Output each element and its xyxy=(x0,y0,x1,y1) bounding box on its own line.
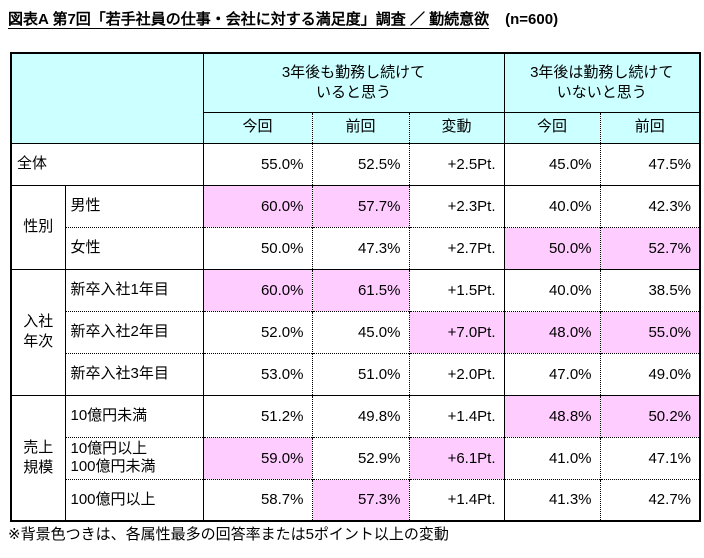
value-cell: 40.0% xyxy=(503,184,601,227)
subheader-change: 変動 xyxy=(408,111,505,143)
value-cell: 41.3% xyxy=(503,478,601,521)
table-row-year2: 新卒入社2年目 52.0% 45.0% +7.0Pt. 48.0% 55.0% xyxy=(11,310,701,353)
value-cell: 58.7% xyxy=(202,478,312,521)
page-title-text: 図表A 第7回「若手社員の仕事・会社に対する満足度」調査 ／ 勤続意欲 xyxy=(8,11,490,28)
value-cell: 55.0% xyxy=(599,310,701,353)
table-row-total: 全体 55.0% 52.5% +2.5Pt. 45.0% 47.5% xyxy=(11,142,701,185)
value-cell: +1.4Pt. xyxy=(408,394,505,437)
row-label: 100億円以上 xyxy=(64,478,203,521)
value-cell: 38.5% xyxy=(599,268,701,311)
value-cell: 59.0% xyxy=(202,436,312,479)
value-cell: 49.0% xyxy=(599,352,701,395)
row-label: 全体 xyxy=(11,142,203,185)
value-cell: 61.5% xyxy=(311,268,409,311)
value-cell: 52.9% xyxy=(311,436,409,479)
header-group-leave: 3年後は勤務し続けて いないと思う xyxy=(503,53,701,112)
value-cell: 52.7% xyxy=(599,226,701,269)
value-cell: +2.0Pt. xyxy=(408,352,505,395)
value-cell: 51.2% xyxy=(202,394,312,437)
value-cell: 55.0% xyxy=(202,142,312,185)
header-sub-row: 今回 前回 変動 今回 前回 xyxy=(11,111,701,143)
table-row-rev-large: 100億円以上 58.7% 57.3% +1.4Pt. 41.3% 42.7% xyxy=(11,478,701,521)
table-row-rev-mid: 10億円以上 100億円未満 59.0% 52.9% +6.1Pt. 41.0%… xyxy=(11,436,701,479)
row-label: 10億円以上 100億円未満 xyxy=(64,436,203,479)
value-cell: 60.0% xyxy=(202,184,312,227)
corner-cell xyxy=(11,53,203,143)
value-cell: 48.0% xyxy=(503,310,601,353)
value-cell: 49.8% xyxy=(311,394,409,437)
value-cell: 47.3% xyxy=(311,226,409,269)
subheader-previous-1: 前回 xyxy=(311,111,409,143)
page-title: 図表A 第7回「若手社員の仕事・会社に対する満足度」調査 ／ 勤続意欲 (n=60… xyxy=(8,8,558,29)
group-label-tenure: 入社 年次 xyxy=(11,268,65,395)
table-row-female: 女性 50.0% 47.3% +2.7Pt. 50.0% 52.7% xyxy=(11,226,701,269)
value-cell: 52.5% xyxy=(311,142,409,185)
header-group-retain: 3年後も勤務し続けて いると思う xyxy=(202,53,505,112)
group-label-gender: 性別 xyxy=(11,184,65,269)
value-cell: +1.4Pt. xyxy=(408,478,505,521)
value-cell: 53.0% xyxy=(202,352,312,395)
row-label: 新卒入社3年目 xyxy=(64,352,203,395)
table-row-male: 性別 男性 60.0% 57.7% +2.3Pt. 40.0% 42.3% xyxy=(11,184,701,269)
value-cell: +6.1Pt. xyxy=(408,436,505,479)
row-label: 女性 xyxy=(64,226,203,269)
table-row-year3: 新卒入社3年目 53.0% 51.0% +2.0Pt. 47.0% 49.0% xyxy=(11,352,701,395)
table-row-rev-small: 売上 規模 10億円未満 51.2% 49.8% +1.4Pt. 48.8% 5… xyxy=(11,394,701,521)
value-cell: 41.0% xyxy=(503,436,601,479)
survey-table: 3年後も勤務し続けて いると思う 3年後は勤務し続けて いないと思う 今回 前回… xyxy=(10,52,702,522)
subheader-previous-2: 前回 xyxy=(599,111,701,143)
value-cell: 51.0% xyxy=(311,352,409,395)
value-cell: 47.0% xyxy=(503,352,601,395)
value-cell: 50.0% xyxy=(503,226,601,269)
table-row-year1: 入社 年次 新卒入社1年目 60.0% 61.5% +1.5Pt. 40.0% … xyxy=(11,268,701,395)
row-label: 男性 xyxy=(64,184,203,227)
value-cell: +1.5Pt. xyxy=(408,268,505,311)
group-label-revenue: 売上 規模 xyxy=(11,394,65,521)
value-cell: +7.0Pt. xyxy=(408,310,505,353)
value-cell: 52.0% xyxy=(202,310,312,353)
value-cell: 47.5% xyxy=(599,142,701,185)
value-cell: +2.7Pt. xyxy=(408,226,505,269)
value-cell: 48.8% xyxy=(503,394,601,437)
row-label: 新卒入社2年目 xyxy=(64,310,203,353)
value-cell: 57.7% xyxy=(311,184,409,227)
row-label: 10億円未満 xyxy=(64,394,203,437)
value-cell: 42.3% xyxy=(599,184,701,227)
value-cell: 42.7% xyxy=(599,478,701,521)
value-cell: 40.0% xyxy=(503,268,601,311)
value-cell: 50.2% xyxy=(599,394,701,437)
subheader-current-1: 今回 xyxy=(202,111,312,143)
value-cell: +2.3Pt. xyxy=(408,184,505,227)
footnote: ※背景色つきは、各属性最多の回答率または5ポイント以上の変動 xyxy=(8,526,449,543)
subheader-current-2: 今回 xyxy=(503,111,601,143)
header-group-row: 3年後も勤務し続けて いると思う 3年後は勤務し続けて いないと思う xyxy=(11,53,701,143)
value-cell: +2.5Pt. xyxy=(408,142,505,185)
row-label: 新卒入社1年目 xyxy=(64,268,203,311)
value-cell: 50.0% xyxy=(202,226,312,269)
value-cell: 47.1% xyxy=(599,436,701,479)
sample-size: (n=600) xyxy=(505,11,559,28)
value-cell: 57.3% xyxy=(311,478,409,521)
value-cell: 60.0% xyxy=(202,268,312,311)
value-cell: 45.0% xyxy=(503,142,601,185)
value-cell: 45.0% xyxy=(311,310,409,353)
